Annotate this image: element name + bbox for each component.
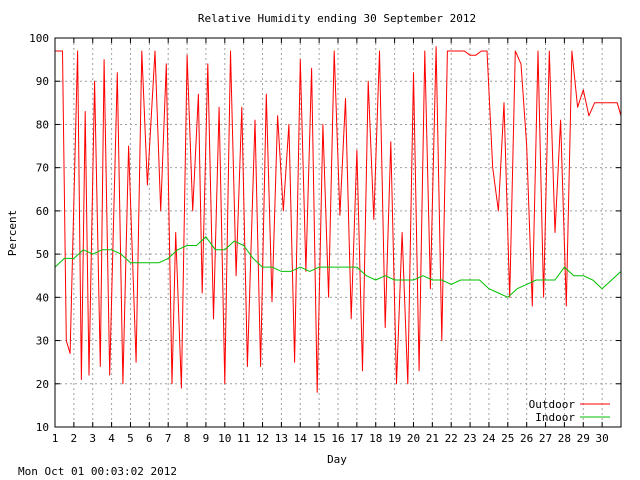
x-tick-label: 1	[52, 432, 59, 445]
x-tick-label: 18	[369, 432, 382, 445]
legend-label-indoor: Indoor	[535, 411, 575, 424]
x-tick-label: 3	[89, 432, 96, 445]
x-tick-label: 27	[539, 432, 552, 445]
x-tick-label: 9	[203, 432, 210, 445]
y-tick-label: 100	[29, 32, 49, 45]
x-tick-label: 22	[445, 432, 458, 445]
x-tick-label: 6	[146, 432, 153, 445]
chart-title: Relative Humidity ending 30 September 20…	[198, 12, 476, 25]
x-tick-label: 4	[108, 432, 115, 445]
y-tick-label: 20	[36, 378, 49, 391]
y-tick-label: 90	[36, 75, 49, 88]
x-tick-label: 13	[275, 432, 288, 445]
x-tick-label: 25	[501, 432, 514, 445]
x-tick-label: 26	[520, 432, 533, 445]
x-tick-label: 16	[331, 432, 344, 445]
x-axis-label: Day	[327, 453, 347, 466]
x-tick-label: 5	[127, 432, 134, 445]
grid	[55, 38, 621, 427]
series-lines	[54, 46, 622, 393]
x-tick-label: 15	[313, 432, 326, 445]
x-tick-label: 2	[71, 432, 78, 445]
x-tick-label: 14	[294, 432, 308, 445]
x-tick-label: 23	[463, 432, 476, 445]
x-tick-label: 24	[482, 432, 496, 445]
x-tick-label: 21	[426, 432, 439, 445]
x-tick-label: 28	[558, 432, 571, 445]
series-line-indoor	[54, 236, 622, 298]
x-tick-label: 20	[407, 432, 420, 445]
footer-timestamp: Mon Oct 01 00:03:02 2012	[18, 465, 177, 478]
y-tick-label: 50	[36, 248, 49, 261]
legend-label-outdoor: Outdoor	[529, 398, 576, 411]
y-tick-label: 80	[36, 118, 49, 131]
x-tick-label: 7	[165, 432, 172, 445]
x-tick-label: 19	[388, 432, 401, 445]
series-line-outdoor	[55, 46, 622, 393]
x-tick-label: 30	[596, 432, 609, 445]
y-tick-label: 60	[36, 205, 49, 218]
y-tick-label: 30	[36, 335, 49, 348]
y-tick-label: 40	[36, 291, 49, 304]
y-tick-label: 10	[36, 421, 49, 434]
x-tick-label: 8	[184, 432, 191, 445]
y-tick-label: 70	[36, 162, 49, 175]
x-tick-label: 11	[237, 432, 250, 445]
x-tick-label: 12	[256, 432, 269, 445]
x-tick-label: 10	[218, 432, 231, 445]
y-axis-label: Percent	[6, 210, 19, 256]
x-tick-label: 17	[350, 432, 363, 445]
x-tick-label: 29	[577, 432, 590, 445]
